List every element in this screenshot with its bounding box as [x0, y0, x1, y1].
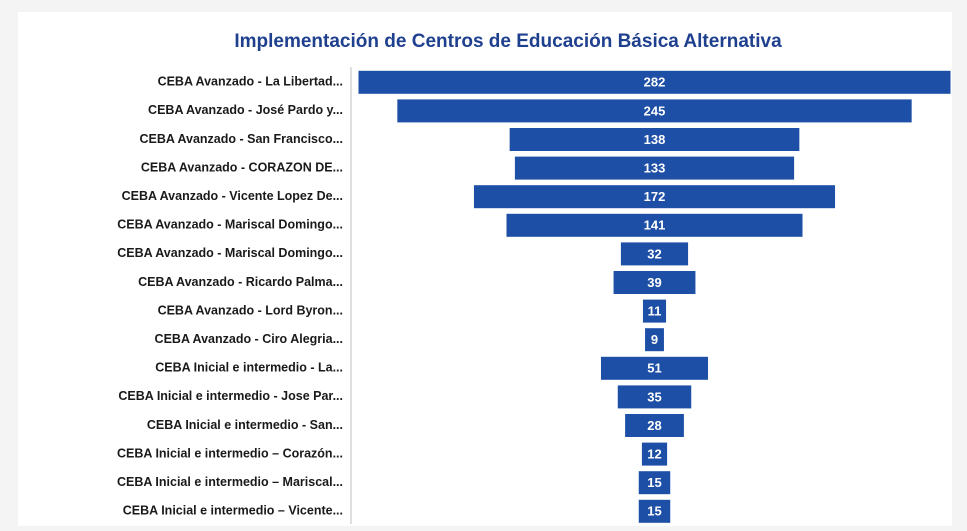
- category-label: CEBA Inicial e intermedio - San...: [147, 418, 343, 432]
- category-label: CEBA Inicial e intermedio – Vicente...: [123, 504, 343, 518]
- funnel-bar: [613, 271, 696, 294]
- data-label: 11: [648, 304, 662, 319]
- category-label: CEBA Avanzado - San Francisco...: [139, 132, 343, 146]
- funnel-bar: [617, 385, 692, 409]
- data-label: 141: [644, 218, 666, 233]
- data-label: 39: [647, 275, 661, 290]
- plot-background: [18, 12, 952, 526]
- funnel-bar: [645, 328, 664, 352]
- funnel-bar: [638, 499, 671, 523]
- data-label: 51: [647, 361, 661, 376]
- funnel-bar: [600, 356, 709, 380]
- funnel-bar: [642, 299, 667, 323]
- funnel-bar: [638, 471, 671, 495]
- category-label: CEBA Inicial e intermedio – Mariscal...: [117, 475, 343, 489]
- funnel-bar: [358, 70, 951, 94]
- category-label: CEBA Avanzado - Lord Byron...: [158, 303, 343, 317]
- funnel-bar: [506, 213, 803, 237]
- chart-title: Implementación de Centros de Educación B…: [234, 31, 782, 52]
- data-label: 245: [644, 103, 666, 118]
- category-label: CEBA Avanzado - Mariscal Domingo...: [117, 218, 343, 232]
- data-label: 12: [647, 447, 661, 462]
- category-label: CEBA Avanzado - José Pardo y...: [148, 103, 343, 117]
- funnel-bar: [509, 128, 800, 151]
- funnel-bar: [620, 242, 689, 266]
- data-label: 282: [644, 75, 666, 90]
- data-label: 32: [647, 246, 661, 261]
- category-label: CEBA Avanzado - La Libertad...: [158, 75, 343, 89]
- funnel-bar: [473, 185, 836, 209]
- data-label: 133: [644, 161, 666, 176]
- funnel-bar: [641, 442, 668, 466]
- category-label: CEBA Avanzado - Ciro Alegria...: [155, 332, 343, 346]
- funnel-bar: [397, 99, 912, 123]
- data-label: 28: [647, 418, 661, 433]
- data-label: 9: [651, 332, 658, 347]
- category-label: CEBA Avanzado - Ricardo Palma...: [138, 275, 343, 289]
- category-label: CEBA Inicial e intermedio – Corazón...: [117, 446, 343, 460]
- category-label: CEBA Inicial e intermedio - La...: [155, 361, 343, 375]
- category-label: CEBA Avanzado - Mariscal Domingo...: [117, 246, 343, 260]
- category-label: CEBA Avanzado - CORAZON DE...: [141, 160, 343, 174]
- category-label: CEBA Inicial e intermedio - Jose Par...: [118, 389, 343, 403]
- funnel-bar: [514, 156, 795, 180]
- funnel-bar: [625, 414, 684, 437]
- data-label: 15: [647, 504, 661, 519]
- data-label: 15: [647, 475, 661, 490]
- data-label: 172: [644, 189, 666, 204]
- data-label: 35: [647, 389, 661, 404]
- data-label: 138: [644, 132, 666, 147]
- category-label: CEBA Avanzado - Vicente Lopez De...: [122, 189, 343, 203]
